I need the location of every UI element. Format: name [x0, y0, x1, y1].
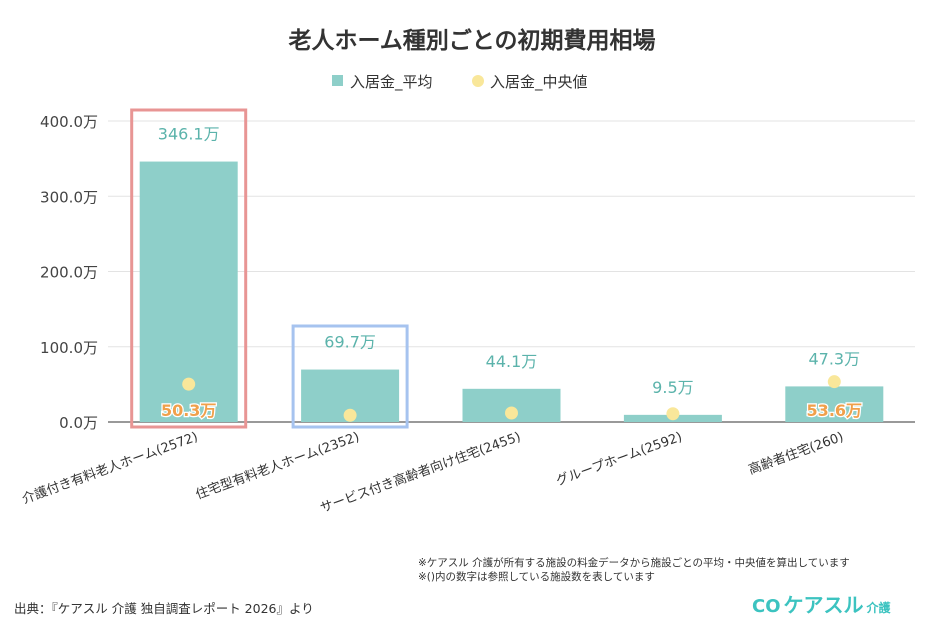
x-tick-label: 介護付き有料老人ホーム(2572) [20, 429, 200, 508]
median-point [343, 408, 357, 422]
legend-swatch [332, 75, 343, 86]
y-tick-label: 300.0万 [40, 188, 98, 206]
bar-value-label: 9.5万 [652, 378, 693, 397]
median-point [666, 407, 680, 421]
median-value-label: 50.3万 [161, 401, 216, 420]
highlight-box [291, 324, 409, 429]
bar [785, 386, 884, 422]
note-1: ※ケアスル 介護が所有する施設の料金データから施設ごとの平均・中央値を算出してい… [418, 557, 850, 569]
logo: CO ケアスル 介護 [752, 593, 891, 617]
x-tick-label: グループホーム(2592) [554, 430, 684, 490]
y-tick-label: 400.0万 [40, 113, 98, 131]
bar-value-label: 44.1万 [486, 352, 538, 371]
median-point [182, 377, 196, 391]
median-point [505, 406, 518, 420]
x-tick-label: 住宅型有料老人ホーム(2352) [194, 430, 362, 503]
bar-value-label: 47.3万 [808, 349, 860, 368]
highlight-box [130, 108, 248, 429]
note-2: ※()内の数字は参照している施設数を表しています [418, 571, 655, 583]
median-value-label: 53.6万 [807, 401, 862, 420]
bar-value-label: 69.7万 [324, 333, 376, 352]
legend-swatch [472, 75, 484, 87]
y-tick-label: 0.0万 [59, 414, 98, 432]
x-tick-label: 高齢者住宅(260) [746, 429, 845, 478]
legend-label: 入居金_平均 [350, 73, 433, 92]
y-tick-label: 100.0万 [40, 339, 98, 357]
bar-value-label: 346.1万 [158, 125, 220, 144]
median-point [827, 375, 841, 389]
logo-icon: CO [752, 596, 781, 617]
chart-title: 老人ホーム種別ごとの初期費用相場 [287, 27, 655, 54]
legend: 入居金_平均 入居金_中央値 [332, 73, 588, 92]
legend-label: 入居金_中央値 [490, 73, 588, 92]
source-text: 出典：『ケアスル 介護 独自調査レポート 2026』より [14, 601, 314, 616]
y-tick-label: 200.0万 [40, 264, 98, 282]
